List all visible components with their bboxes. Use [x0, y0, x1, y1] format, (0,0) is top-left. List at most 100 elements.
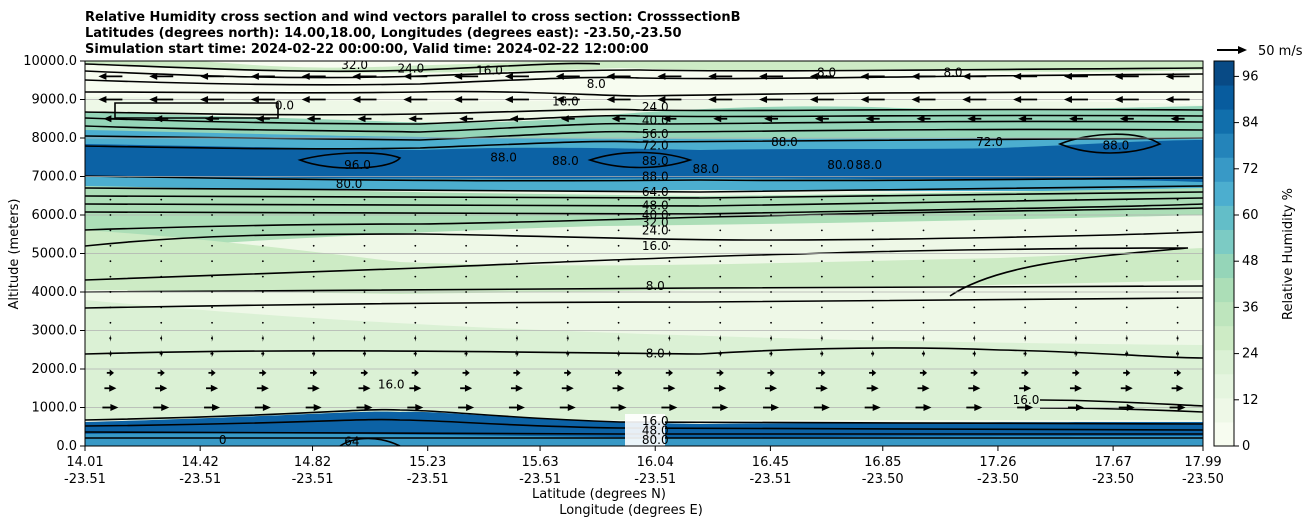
wind-vector [1024, 321, 1027, 324]
wind-vector [1176, 275, 1179, 278]
wind-vector [1013, 96, 1038, 103]
wind-vector [820, 306, 823, 309]
wind-vector [667, 350, 672, 358]
wind-vector [312, 306, 315, 309]
wind-vector [414, 321, 417, 324]
colorbar-swatch [1214, 373, 1234, 399]
wind-vector-head [1024, 350, 1027, 358]
contour-label: 48.0 [642, 424, 669, 438]
wind-vector [306, 115, 321, 123]
contour-line [85, 120, 1203, 133]
x-tick-label-lat: 15.63 [521, 455, 558, 470]
colorbar-tick-label: 36 [1242, 300, 1259, 315]
wind-vector [465, 291, 468, 293]
wind-vector-head [860, 96, 869, 103]
wind-vector-head [414, 384, 422, 392]
wind-vector [922, 229, 925, 232]
wind-vector [211, 321, 213, 324]
wind-vector-head [516, 369, 521, 377]
wind-vector [458, 404, 475, 411]
contour-line [85, 175, 1203, 182]
wind-vector [561, 384, 574, 392]
contour-label: 40.0 [642, 114, 669, 128]
contour-label: 88.0 [855, 158, 882, 172]
wind-vector [103, 115, 118, 123]
contour-line [85, 207, 1203, 231]
wind-vector [1125, 275, 1128, 278]
wind-vector [1114, 72, 1139, 80]
wind-vector-head [465, 334, 468, 342]
wind-vector [254, 404, 271, 411]
wind-vector [871, 321, 874, 324]
colorbar-swatch [1214, 421, 1234, 447]
wind-vector [516, 198, 518, 201]
wind-vector [668, 334, 671, 342]
colorbar-tick-label: 96 [1242, 69, 1259, 84]
wind-vector [815, 384, 828, 392]
wind-vector-head [464, 384, 473, 392]
wind-vector [465, 275, 468, 278]
wind-vector [1125, 260, 1128, 263]
wind-vector-head [109, 369, 115, 377]
wind-vector-head [922, 369, 928, 377]
wind-vector [363, 321, 366, 324]
wind-vector [1173, 369, 1182, 377]
wind-vector [312, 350, 316, 358]
wind-vector [820, 229, 823, 232]
wind-vector [1017, 404, 1034, 411]
wind-vector-head [555, 72, 564, 80]
wind-vector [409, 384, 422, 392]
contour-line [85, 191, 1203, 199]
wind-vector [566, 334, 569, 342]
wind-vector-head [414, 350, 417, 358]
contour-line [339, 437, 401, 446]
wind-vector-head [465, 350, 468, 358]
wind-vector [973, 321, 976, 324]
wind-vector-head [352, 96, 361, 103]
wind-vector-head [1176, 384, 1184, 392]
wind-vector [157, 369, 165, 377]
wind-vector [413, 350, 417, 358]
wind-vector [109, 321, 112, 324]
wind-vector [719, 229, 722, 232]
wind-vector [922, 214, 925, 216]
contour-line [1057, 133, 1162, 154]
wind-vector [362, 350, 367, 358]
x-tick-label-lat: 14.01 [66, 455, 103, 470]
wind-vector-head [669, 404, 678, 411]
wind-vector [770, 321, 772, 324]
wind-vector [966, 404, 983, 411]
wind-vector-head [415, 404, 424, 411]
wind-vector [1125, 229, 1128, 232]
wind-vector-head [1126, 334, 1128, 342]
y-tick-label: 4000.0 [32, 285, 78, 300]
wind-vector [356, 404, 373, 411]
wind-vector-head [719, 384, 727, 392]
wind-vector-head [1075, 334, 1077, 342]
wind-vector-head [403, 96, 412, 103]
wind-vector-head [720, 334, 722, 342]
wind-vector-head [560, 115, 569, 123]
wind-vector [102, 404, 119, 411]
wind-vector [566, 229, 569, 232]
contour-label: 72.0 [642, 139, 669, 153]
wind-vector [922, 291, 925, 293]
wind-vector-head [708, 72, 717, 80]
wind-vector [1019, 384, 1032, 392]
contour-line [85, 185, 1203, 193]
wind-vector [916, 115, 931, 123]
wind-vector-head [1024, 334, 1027, 342]
wind-vector [973, 306, 976, 309]
wind-vector-head [555, 96, 564, 103]
wind-vector [1074, 350, 1078, 358]
wind-vector [464, 350, 468, 358]
wind-vector [259, 369, 267, 377]
wind-vector-head [967, 115, 976, 123]
y-tick-label: 8000.0 [32, 131, 78, 146]
colorbar-swatch [1214, 253, 1234, 279]
wind-vector [922, 334, 925, 342]
wind-vector [261, 260, 264, 263]
wind-vector [1175, 350, 1180, 358]
wind-vector [668, 321, 671, 324]
